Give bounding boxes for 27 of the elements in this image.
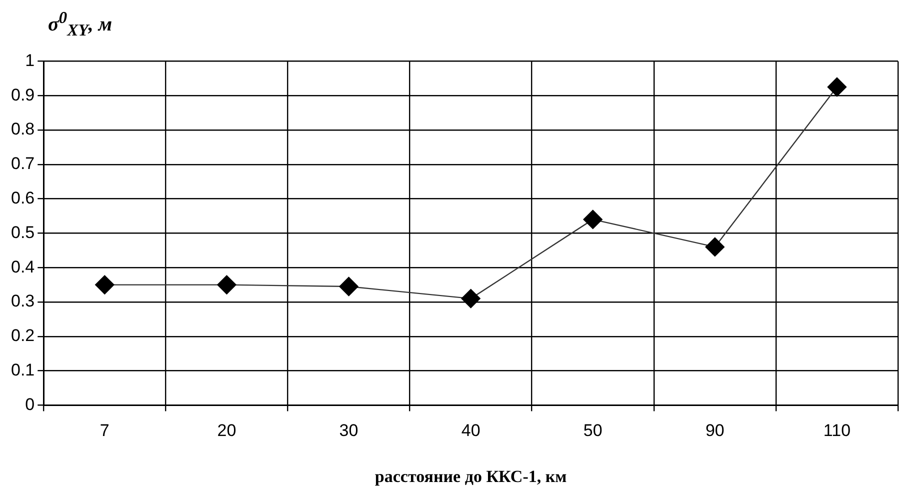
y-tick-label: 0.6 [10, 188, 35, 208]
y-axis-title: σ$^{0}$$_{XY}$, м [48, 8, 112, 41]
y-tick-label: 1 [25, 50, 35, 70]
y-tick-label: 0.4 [10, 257, 35, 276]
y-tick-label: 0.5 [10, 222, 35, 242]
y-tick-label: 0.9 [10, 85, 35, 104]
point [339, 276, 358, 296]
x-tick-label: 110 [823, 421, 851, 440]
y-tick-label: 0.3 [10, 292, 35, 311]
y-tick-label: 0.8 [10, 120, 35, 139]
x-tick-label: 20 [217, 421, 236, 440]
point [461, 288, 480, 308]
x-tick-label: 40 [461, 421, 480, 440]
y-tick-label: 0.1 [10, 360, 35, 380]
point [583, 210, 602, 230]
point [95, 275, 114, 294]
x-tick-label: 90 [705, 421, 724, 440]
point [705, 237, 725, 257]
x-tick-label: 50 [583, 421, 602, 440]
y-tick-label: 0 [25, 394, 35, 414]
x-tick-label: 30 [339, 421, 358, 440]
x-tick-label: 7 [100, 421, 110, 440]
point [827, 77, 847, 97]
y-tick-label: 0.7 [10, 154, 35, 174]
x-axis-title: расстояние до ККС-1, км [374, 467, 568, 486]
y-tick-label: 0.2 [10, 326, 35, 346]
point [217, 275, 236, 294]
